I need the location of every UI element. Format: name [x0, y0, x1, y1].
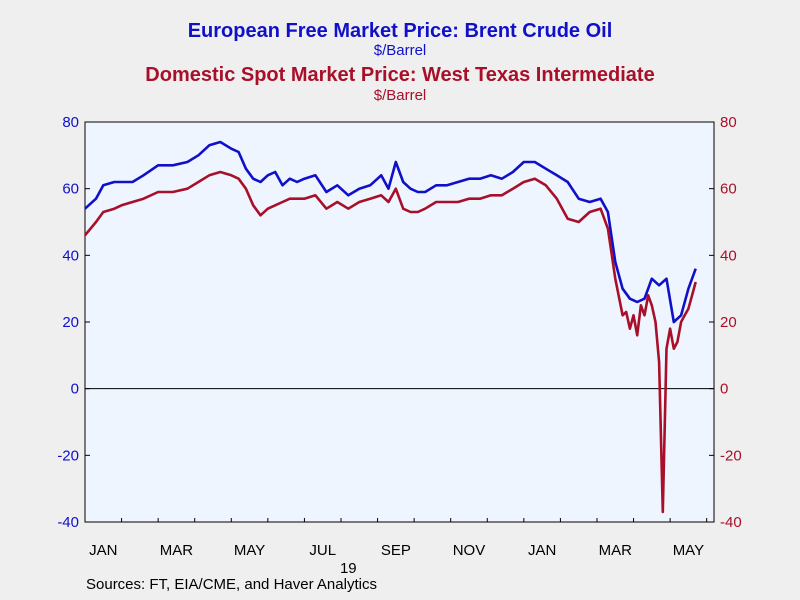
chart-title-brent: European Free Market Price: Brent Crude … [187, 20, 613, 42]
x-tick-label: JAN [528, 542, 556, 559]
series-line-1 [84, 140, 697, 324]
y-tick-label-left: -20 [57, 447, 79, 464]
x-tick-label: NOV [453, 542, 486, 559]
y-tick-label-left: -40 [57, 514, 79, 531]
y-tick-label-left: 80 [62, 114, 79, 131]
x-tick-label: MAY [673, 542, 704, 559]
series-line-2 [83, 170, 697, 514]
plot-area [84, 121, 715, 523]
y-tick-label-right: 80 [720, 114, 737, 131]
x-tick-label: SEP [381, 542, 411, 559]
y-tick-label-right: 20 [720, 314, 737, 331]
y-tick-label-left: 40 [62, 247, 79, 264]
y-tick-label-left: 20 [62, 314, 79, 331]
y-tick-label-left: 0 [71, 381, 79, 398]
x-year-label: 19 [340, 560, 357, 577]
x-tick-label: MAY [234, 542, 265, 559]
y-tick-label-right: 40 [720, 247, 737, 264]
source-note: Sources: FT, EIA/CME, and Haver Analytic… [86, 576, 377, 593]
chart-subtitle-brent-unit: $/Barrel [373, 42, 427, 59]
y-tick-label-left: 60 [62, 181, 79, 198]
x-tick-label: JAN [89, 542, 117, 559]
chart-title-wti: Domestic Spot Market Price: West Texas I… [145, 64, 655, 86]
x-tick-label: MAR [599, 542, 633, 559]
y-tick-label-right: -40 [720, 514, 742, 531]
y-tick-label-right: 60 [720, 181, 737, 198]
y-tick-label-right: 0 [720, 381, 728, 398]
chart-subtitle-wti-unit: $/Barrel [373, 87, 427, 104]
x-tick-label: MAR [160, 542, 194, 559]
y-tick-label-right: -20 [720, 447, 742, 464]
x-tick-label: JUL [309, 542, 336, 559]
